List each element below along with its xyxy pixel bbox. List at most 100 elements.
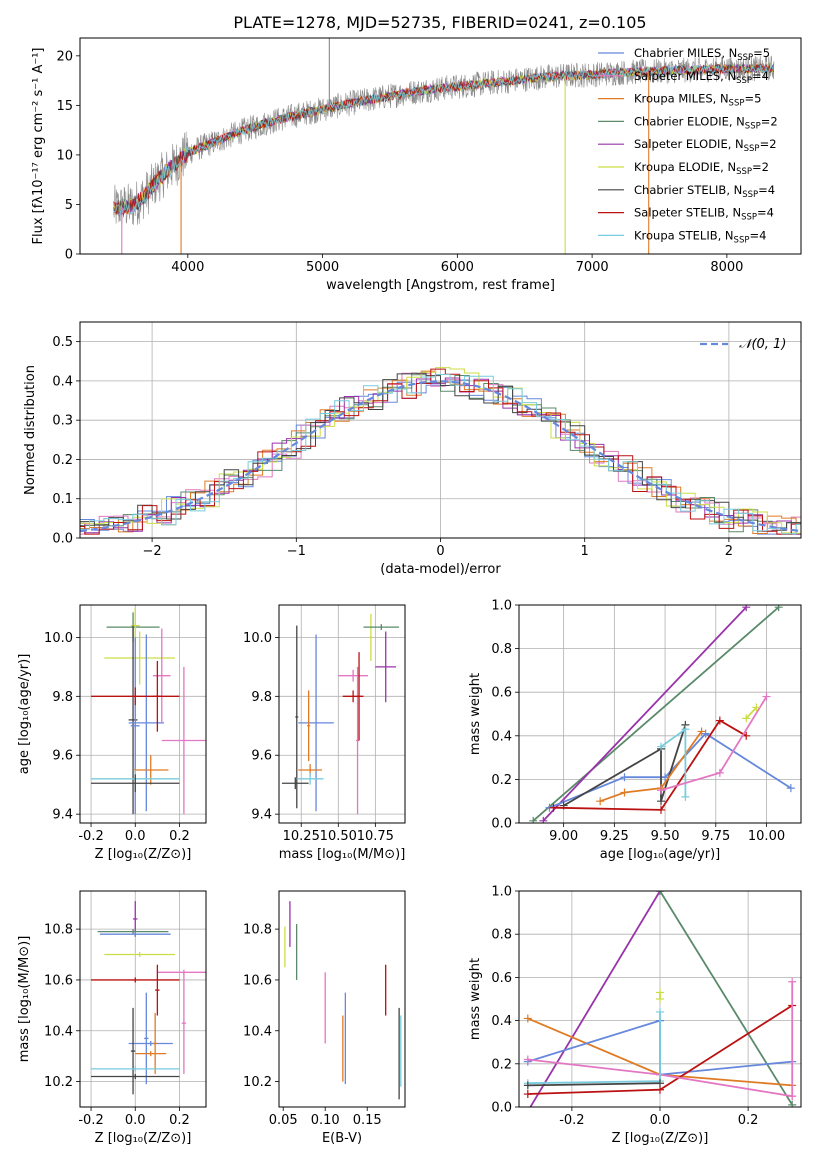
massEbv-ytick-label: 10.6	[243, 973, 272, 988]
ageMass-xtick-label: 10.75	[357, 829, 394, 844]
spectrum-xtick-label: 5000	[306, 260, 339, 275]
legend-entry: Kroupa MILES, NSSP=5	[634, 92, 761, 109]
massEbv-xlabel: E(B-V)	[322, 1131, 362, 1146]
ageMass-ytick-label: 10.0	[243, 631, 272, 646]
mwAge-frame	[518, 604, 802, 824]
massZ-ytick-label: 10.4	[44, 1024, 73, 1039]
mwZ-xtick-label: 0.0	[650, 1113, 671, 1128]
figure-title: PLATE=1278, MJD=52735, FIBERID=0241, z=0…	[233, 13, 646, 32]
ageMass-xtick-label: 10.50	[320, 829, 357, 844]
legend-entry: Salpeter STELIB, NSSP=4	[634, 206, 774, 223]
massEbv-xtick-label: 0.15	[353, 1113, 382, 1128]
mwAge-marker	[596, 797, 605, 806]
massZ-ylabel: mass [log₁₀(M/M⊙)]	[17, 936, 32, 1063]
ageMass-xtick-label: 10.25	[283, 829, 320, 844]
massZ-ytick-label: 10.6	[44, 973, 73, 988]
mwZ-marker	[656, 1079, 664, 1088]
mwAge-marker	[786, 784, 795, 793]
mwAge-marker	[774, 605, 783, 612]
mwAge-ytick-label: 1.0	[491, 599, 512, 614]
mwAge-ytick-label: 0.4	[491, 729, 512, 744]
mwAge-axes: 9.00 9.25 9.50 9.75 10.00 0.0 0.2 0.4 0.6 0.8 1.0 a…	[468, 599, 801, 862]
mwZ-ytick-label: 0.2	[491, 1057, 512, 1072]
mwZ-marker	[788, 1100, 797, 1107]
spectrum-model-line	[113, 63, 774, 216]
ageZ-ytick-label: 9.4	[52, 808, 73, 823]
resid-ylabel: Normed distribution	[23, 365, 38, 495]
spectrum-axes: 4000 5000 6000 7000 8000 0 5 10 15 20 wavelength […	[31, 48, 743, 294]
mwZ-ytick-label: 0.0	[491, 1101, 512, 1116]
massEbv-ytick-label: 10.2	[243, 1075, 272, 1090]
legend-entry: Salpeter ELODIE, NSSP=2	[634, 137, 777, 154]
massEbv-axes: 0.05 0.10 0.15 10.2 10.4 10.6 10.8 E(B-V)	[243, 923, 382, 1146]
mwZ-marker	[788, 977, 797, 986]
legend-entry: Chabrier STELIB, NSSP=4	[634, 183, 775, 200]
resid-hist	[80, 377, 801, 535]
resid-hist	[80, 368, 801, 535]
ageZ-ytick-label: 9.6	[52, 749, 73, 764]
mwAge-line	[532, 606, 780, 822]
mwZ-ylabel: mass weight	[468, 958, 483, 1040]
resid-legend-label: 𝒩(0, 1)	[739, 337, 786, 352]
ageMass-ytick-label: 9.6	[251, 749, 272, 764]
spectrum-xtick-label: 4000	[171, 260, 204, 275]
massZ-ytick-label: 10.2	[44, 1075, 73, 1090]
mwZ-xtick-label: -0.2	[559, 1113, 584, 1128]
mwZ-marker	[788, 1092, 797, 1101]
mwAge-line	[553, 719, 747, 811]
mwZ-line	[529, 891, 661, 1107]
massEbv-xtick-label: 0.10	[311, 1113, 340, 1128]
mwZ-marker	[524, 1107, 532, 1115]
mwAge-marker	[701, 729, 710, 738]
mwAge-marker	[620, 788, 629, 797]
mwAge-xtick-label: 9.00	[549, 829, 578, 844]
mwAge-ylabel: mass weight	[468, 673, 483, 755]
spectrum-ylabel: Flux [fλ10⁻¹⁷ erg cm⁻² s⁻¹ A⁻¹]	[31, 48, 46, 245]
mwAge-ytick-label: 0.6	[491, 686, 512, 701]
spectrum-ytick-label: 0	[65, 248, 73, 263]
mwZ-ytick-label: 0.6	[491, 971, 512, 986]
mwAge-xlabel: age [log₁₀(age/yr)]	[600, 847, 721, 862]
resid-xtick-label: 1	[581, 544, 589, 559]
ageMass-xlabel: mass [log₁₀(M/M⊙)]	[279, 847, 406, 862]
mwAge-ytick-label: 0.2	[491, 773, 512, 788]
mwAge-marker	[539, 816, 548, 823]
mwAge-ytick-label: 0.0	[491, 817, 512, 832]
spectrum-xtick-label: 7000	[576, 260, 609, 275]
mwAge-marker	[549, 803, 558, 812]
ageZ-ylabel: age [log₁₀(age/yr)]	[17, 654, 32, 775]
ageZ-ytick-label: 10.0	[44, 631, 73, 646]
massZ-xtick-label: -0.2	[78, 1113, 103, 1128]
spectrum-xtick-label: 6000	[441, 260, 474, 275]
resid-ytick-label: 0.4	[52, 374, 73, 389]
massZ-xtick-label: 0.0	[125, 1113, 146, 1128]
legend-entry: Chabrier ELODIE, NSSP=2	[634, 114, 778, 131]
spectrum-observed	[113, 55, 775, 226]
mwAge-marker	[657, 805, 666, 814]
normal-curve	[80, 380, 801, 533]
mwAge-marker	[529, 816, 538, 823]
mwAge-line	[745, 706, 758, 720]
spectrum-xtick-label: 8000	[710, 260, 743, 275]
resid-ytick-label: 0.1	[52, 492, 73, 507]
mwZ-line	[527, 1082, 661, 1087]
massZ-xtick-label: 0.2	[169, 1113, 190, 1128]
mwZ-marker	[523, 1055, 532, 1064]
massZ-frame	[79, 890, 207, 1108]
resid-xtick-label: 0	[436, 544, 444, 559]
massEbv-xtick-label: 0.05	[269, 1113, 298, 1128]
resid-xtick-label: −1	[287, 544, 306, 559]
ageMass-axes: 10.25 10.50 10.75 9.4 9.6 9.8 10.0 mass [log₁₀(…	[243, 605, 405, 862]
mwZ-marker	[523, 1014, 532, 1023]
massEbv-ytick-label: 10.4	[243, 1024, 272, 1039]
legend-entry: Salpeter MILES, NSSP=4	[634, 69, 769, 86]
massZ-ytick-label: 10.8	[44, 923, 73, 938]
mwAge-marker	[620, 773, 629, 782]
mwZ-marker	[656, 891, 664, 895]
mwAge-marker	[657, 742, 666, 751]
mwAge-marker	[681, 792, 690, 801]
mwAge-xtick-label: 10.00	[748, 829, 785, 844]
mwAge-marker	[762, 692, 771, 701]
mwZ-xlabel: Z [log₁₀(Z/Z⊙)]	[612, 1131, 709, 1146]
